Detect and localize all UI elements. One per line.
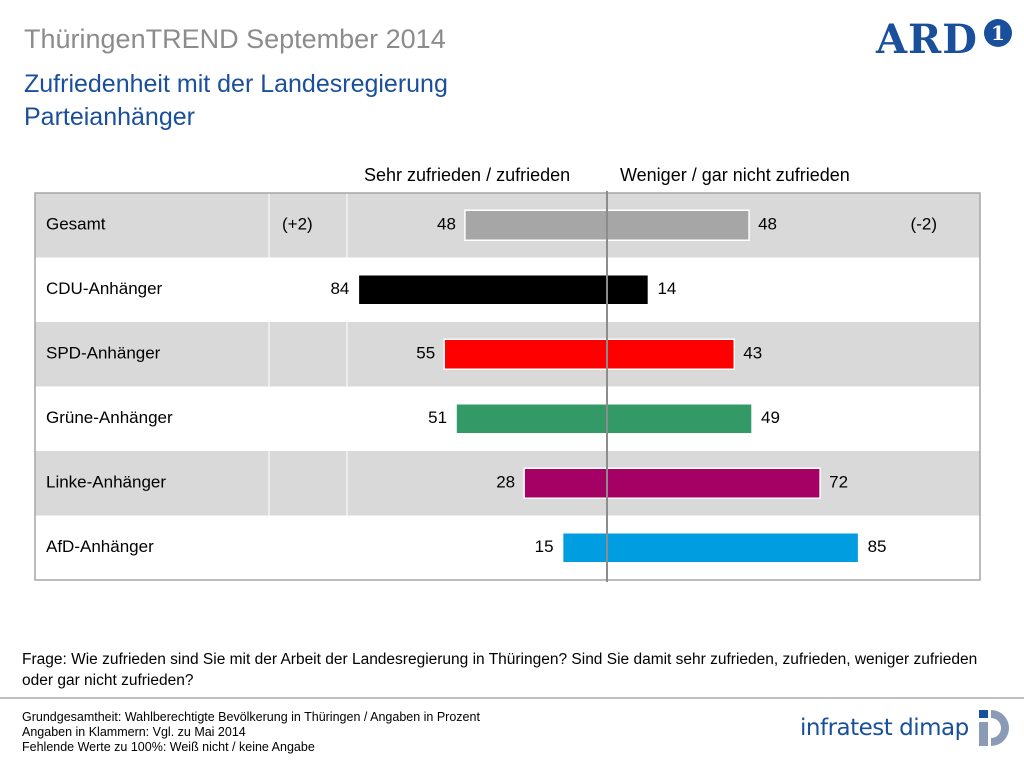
ard-logo-number-icon: 1: [983, 18, 1012, 47]
column-header-satisfied: Sehr zufrieden / zufrieden: [364, 165, 571, 185]
value-label-dissatisfied: 14: [657, 279, 676, 298]
footnotes: Grundgesamtheit: Wahlberechtigte Bevölke…: [22, 710, 480, 755]
bar-satisfied: [464, 209, 608, 241]
chart-title-line-2: Parteianhänger: [24, 103, 195, 131]
infratest-dimap-logo-text: infratest dimap: [800, 715, 969, 741]
footnote-population: Grundgesamtheit: Wahlberechtigte Bevölke…: [22, 710, 480, 724]
footnote-brackets: Angaben in Klammern: Vgl. zu Mai 2014: [22, 725, 246, 739]
value-label-dissatisfied: 43: [743, 344, 762, 363]
chart-title-line-1: Zufriedenheit mit der Landesregierung: [24, 70, 448, 98]
change-label-right: (-2): [911, 215, 937, 234]
category-label: Grüne-Anhänger: [46, 408, 173, 427]
value-label-dissatisfied: 85: [868, 537, 887, 556]
value-label-satisfied: 15: [535, 537, 554, 556]
bar-satisfied: [443, 338, 608, 370]
bar-satisfied: [455, 403, 608, 435]
footer-divider: [0, 697, 1024, 699]
category-label: Gesamt: [46, 215, 106, 234]
bar-satisfied: [561, 532, 608, 564]
bar-dissatisfied: [606, 467, 821, 499]
value-label-satisfied: 48: [437, 215, 456, 234]
bar-satisfied: [523, 467, 608, 499]
satisfaction-chart: Gesamt (+2) (-2) 48 48 CDU-Anhänger 84 14 SPD-An…: [34, 191, 981, 582]
bar-dissatisfied: [606, 532, 860, 564]
category-label: AfD-Anhänger: [46, 537, 154, 556]
column-header-dissatisfied: Weniger / gar nicht zufrieden: [620, 165, 850, 185]
infratest-dimap-logo: infratest dimap: [800, 708, 1017, 748]
value-label-satisfied: 51: [428, 408, 447, 427]
value-label-satisfied: 28: [496, 473, 515, 492]
bar-dissatisfied: [606, 274, 650, 306]
ard-logo: ARD 1: [876, 16, 1012, 63]
category-label: Linke-Anhänger: [46, 473, 166, 492]
report-kicker: ThüringenTREND September 2014: [24, 24, 446, 54]
value-label-satisfied: 84: [330, 279, 349, 298]
bar-dissatisfied: [606, 403, 753, 435]
change-label-left: (+2): [282, 215, 313, 234]
value-label-dissatisfied: 48: [758, 215, 777, 234]
bar-satisfied: [357, 274, 608, 306]
value-label-satisfied: 55: [416, 344, 435, 363]
category-label: SPD-Anhänger: [46, 344, 161, 363]
chart-frame: [34, 192, 981, 581]
footnote-missing: Fehlende Werte zu 100%: Weiß nicht / kei…: [22, 740, 315, 754]
bar-dissatisfied: [606, 209, 750, 241]
value-label-dissatisfied: 72: [829, 473, 848, 492]
value-label-dissatisfied: 49: [761, 408, 780, 427]
infratest-dimap-mark-icon: [978, 710, 1009, 746]
chart-title: Zufriedenheit mit der Landesregierung Pa…: [24, 68, 448, 134]
ard-logo-text: ARD: [876, 16, 978, 63]
chart-row-background: [35, 451, 980, 516]
bar-dissatisfied: [606, 338, 736, 370]
survey-question: Frage: Wie zufrieden sind Sie mit der Ar…: [22, 651, 978, 689]
category-label: CDU-Anhänger: [46, 279, 163, 298]
